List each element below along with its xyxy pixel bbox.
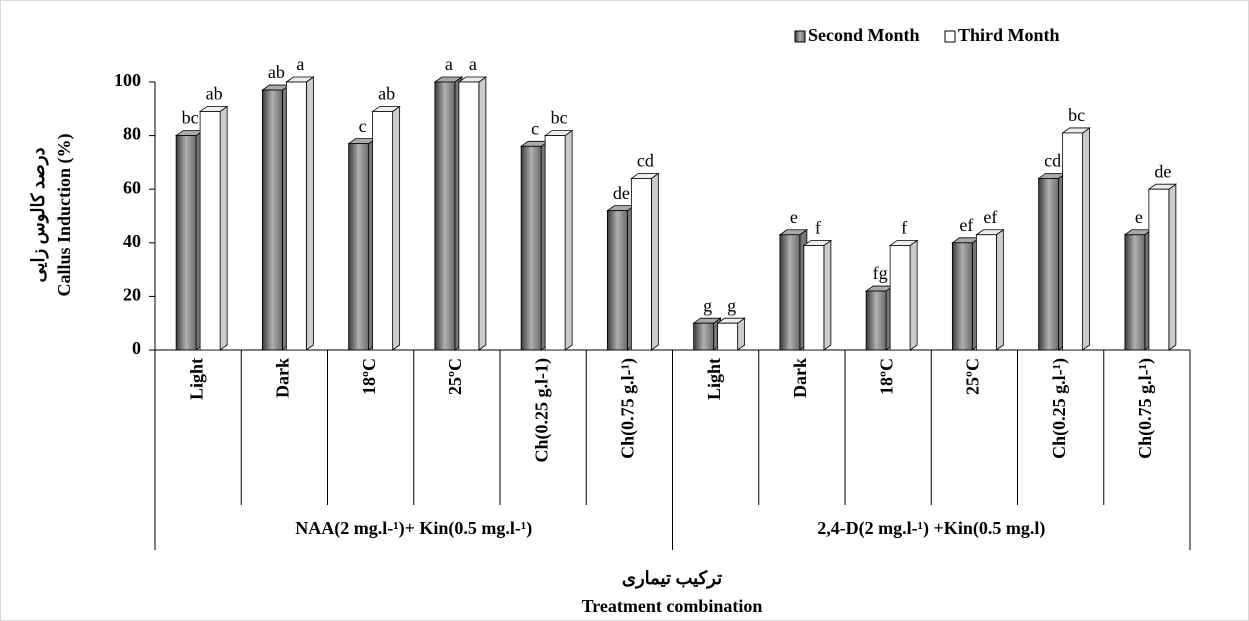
bar — [520, 145, 542, 351]
significance-letter: e — [790, 207, 798, 227]
bar — [372, 111, 394, 351]
significance-letter: ef — [959, 215, 973, 235]
x-tick-label: Ch(0.75 g.l-¹) — [618, 358, 639, 459]
bar — [1062, 132, 1084, 351]
y-label: درصد کالوس زایی — [28, 148, 49, 283]
bar — [803, 245, 825, 351]
group-label: NAA(2 mg.l-¹)+ Kin(0.5 mg.l-¹) — [295, 518, 532, 539]
bar — [434, 81, 456, 351]
x-tick-label: Ch(0.25 g.l-1) — [531, 358, 552, 463]
y-tick-label: 60 — [123, 177, 141, 197]
legend-swatch — [794, 30, 806, 43]
significance-letter: c — [531, 118, 539, 138]
bar — [975, 234, 997, 351]
group-label: 2,4-D(2 mg.l-¹) +Kin(0.5 mg.l) — [817, 518, 1045, 539]
bar — [285, 81, 307, 351]
significance-letter: e — [1135, 207, 1143, 227]
significance-letter: de — [1154, 161, 1171, 181]
x-tick-label: Dark — [273, 358, 293, 398]
bar — [717, 322, 739, 351]
significance-letter: de — [613, 183, 630, 203]
significance-letter: g — [727, 295, 736, 315]
x-tick-label: Ch(0.75 g.l-¹) — [1135, 358, 1156, 459]
significance-letter: fg — [873, 263, 888, 283]
x-tick-label: Ch(0.25 g.l-¹) — [1049, 358, 1070, 459]
significance-letter: c — [359, 116, 367, 136]
bar — [544, 135, 566, 351]
bar-side — [392, 105, 401, 351]
bar — [348, 143, 370, 351]
significance-letter: ab — [268, 62, 285, 82]
bar — [606, 210, 628, 351]
x-tick-label: 18ºC — [876, 358, 896, 395]
y-tick-label: 100 — [114, 70, 141, 90]
x-label: Treatment combination — [582, 596, 763, 616]
bar — [865, 290, 887, 351]
legend-swatch — [944, 30, 956, 43]
bar — [1038, 178, 1060, 351]
bar — [779, 234, 801, 351]
bar-side — [564, 129, 573, 351]
significance-letter: ab — [378, 84, 395, 104]
x-tick-label: 18ºC — [359, 358, 379, 395]
bar — [630, 178, 652, 351]
y-tick-label: 40 — [123, 231, 141, 251]
legend-label: Third Month — [958, 25, 1060, 45]
y-tick-label: 80 — [123, 124, 141, 144]
bar-side — [478, 76, 487, 351]
significance-letter: a — [445, 54, 453, 74]
bar-side — [1168, 183, 1177, 351]
bar — [951, 242, 973, 351]
bar-side — [1082, 127, 1091, 351]
significance-letter: bc — [1068, 105, 1085, 125]
x-tick-label: 25ºC — [963, 358, 983, 395]
bar-side — [219, 105, 228, 351]
legend-label: Second Month — [808, 25, 920, 45]
significance-letter: f — [815, 218, 821, 238]
significance-letter: cd — [1044, 151, 1061, 171]
x-tick-label: Light — [704, 358, 724, 400]
x-tick-label: Dark — [790, 358, 810, 398]
bar-side — [305, 76, 314, 351]
y-label: Callus Induction (%) — [54, 133, 75, 296]
bar — [889, 245, 911, 351]
y-tick-label: 20 — [123, 285, 141, 305]
bar — [199, 111, 221, 351]
significance-letter: f — [901, 218, 907, 238]
bar-side — [737, 317, 746, 351]
bar — [175, 135, 197, 351]
x-label: ترکیب تیماری — [622, 568, 722, 589]
bar-side — [650, 172, 659, 351]
bar — [1148, 188, 1170, 351]
significance-letter: cd — [637, 151, 654, 171]
significance-letter: bc — [182, 108, 199, 128]
bar-side — [995, 228, 1004, 351]
significance-letter: ab — [206, 84, 223, 104]
significance-letter: bc — [551, 108, 568, 128]
y-tick-label: 0 — [132, 338, 141, 358]
significance-letter: ef — [983, 207, 997, 227]
significance-letter: a — [469, 54, 477, 74]
x-tick-label: 25ºC — [445, 358, 465, 395]
bar-side — [909, 239, 918, 351]
x-tick-label: Light — [186, 358, 206, 400]
bar — [1124, 234, 1146, 351]
significance-letter: g — [703, 295, 712, 315]
bar-side — [823, 239, 832, 351]
bar — [693, 322, 715, 351]
bar — [261, 89, 283, 351]
bar — [458, 81, 480, 351]
significance-letter: a — [296, 54, 304, 74]
